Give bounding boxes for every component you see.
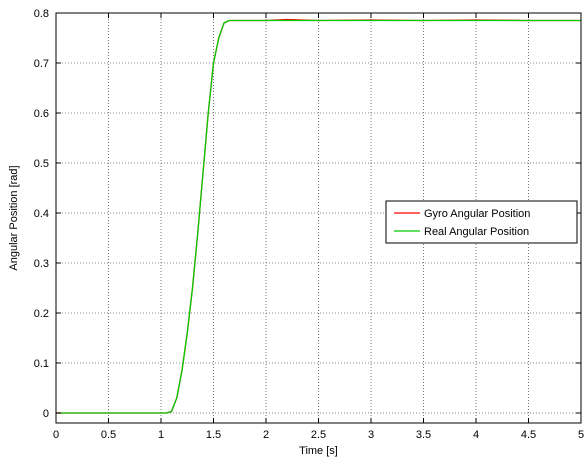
x-tick-label: 3.5 [416,429,431,441]
legend-entry-real: Real Angular Position [424,226,529,238]
legend: Gyro Angular Position Real Angular Posit… [385,200,578,244]
y-tick-label: 0.1 [34,358,49,370]
x-tick-label: 3 [368,429,374,441]
series-line-real [56,19,581,414]
y-axis-label: Angular Position [rad] [8,165,20,270]
x-tick-label: 1 [158,429,164,441]
legend-box [385,200,578,244]
x-tick-label: 4.5 [521,429,536,441]
x-tick-label: 0 [53,429,59,441]
series-group [56,18,581,414]
y-tick-label: 0.4 [34,208,49,220]
x-tick-label: 2 [263,429,269,441]
y-tick-label: 0.2 [34,308,49,320]
y-tick-label: 0.8 [34,8,49,20]
y-tick-label: 0.5 [34,158,49,170]
x-tick-label: 1.5 [206,429,221,441]
legend-entry-gyro: Gyro Angular Position [424,208,530,220]
y-tick-label: 0 [43,408,49,420]
tick-labels: 0 0.5 1 1.5 2 2.5 3 3.5 4 4.5 5 0 0.1 0.2 0.3 0.4 0.5 0.6… [34,8,584,441]
x-tick-label: 0.5 [101,429,116,441]
y-tick-label: 0.6 [34,108,49,120]
y-tick-label: 0.3 [34,258,49,270]
x-axis-label: Time [s] [299,445,338,457]
x-tick-label: 5 [578,429,584,441]
x-tick-label: 2.5 [311,429,326,441]
y-tick-label: 0.7 [34,58,49,70]
x-tick-label: 4 [473,429,479,441]
